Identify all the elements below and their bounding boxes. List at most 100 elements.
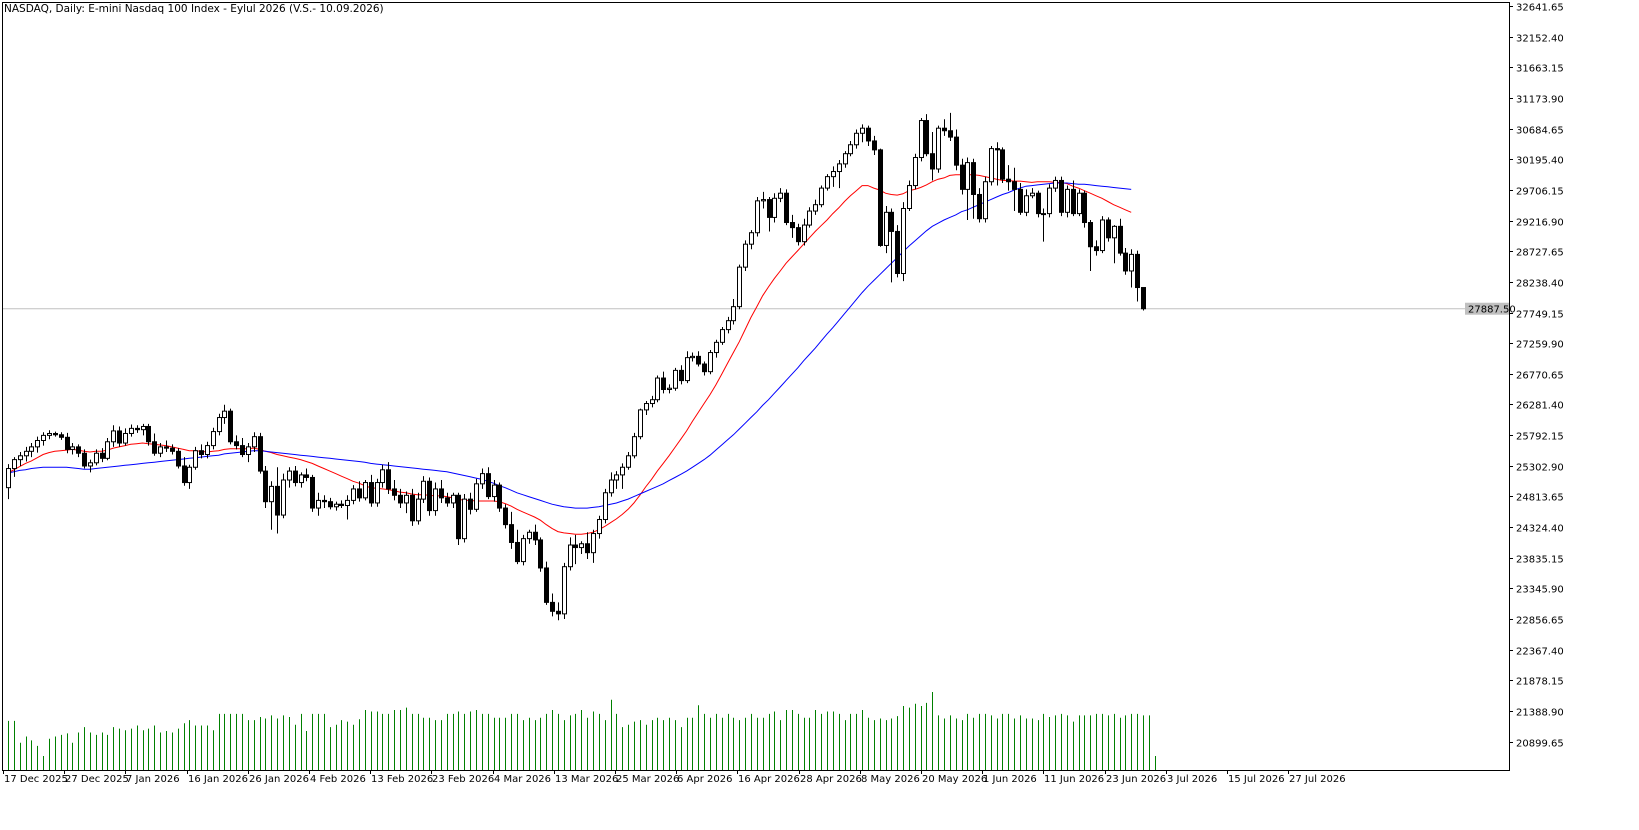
candle-body: [696, 355, 701, 365]
candle: [199, 444, 204, 459]
candle-body: [47, 432, 52, 436]
candle: [1065, 185, 1070, 218]
candle-body: [1000, 149, 1005, 180]
candle-body: [1041, 213, 1046, 216]
time-axis-label: 7 Jan 2026: [126, 774, 180, 785]
candle-body: [790, 222, 795, 229]
candle: [451, 492, 456, 509]
candle-body: [702, 363, 707, 373]
candle-body: [82, 452, 87, 467]
candle: [421, 476, 426, 503]
candle-body: [398, 494, 403, 504]
price-axis-label: 31663.15: [1516, 64, 1564, 75]
price-axis-label: 32641.65: [1516, 3, 1564, 14]
candle-body: [802, 224, 807, 243]
candle: [328, 497, 333, 510]
candle-body: [550, 601, 555, 612]
candle: [357, 481, 362, 502]
candle-body: [439, 488, 444, 499]
candle-body: [807, 210, 812, 226]
candle: [579, 541, 584, 554]
candle: [293, 465, 298, 487]
candle: [486, 467, 491, 500]
candle-body: [380, 469, 385, 484]
time-axis-label: 15 Jul 2026: [1228, 774, 1285, 785]
candle-body: [848, 144, 853, 155]
candle-body: [1100, 219, 1105, 252]
candle: [632, 432, 637, 459]
candle: [749, 230, 754, 250]
candle-body: [164, 446, 169, 449]
candle-body: [585, 543, 590, 554]
candle-body: [1036, 192, 1041, 215]
candle: [913, 153, 918, 190]
candle-body: [445, 497, 450, 504]
candle-body: [451, 494, 456, 504]
candle-body: [1071, 188, 1076, 215]
price-axis-label: 24324.40: [1516, 524, 1564, 535]
candle: [544, 561, 549, 605]
candle-body: [755, 200, 760, 234]
candle-body: [88, 462, 93, 467]
price-axis-label: 21388.90: [1516, 708, 1564, 719]
candle: [714, 339, 719, 358]
candle: [152, 433, 157, 456]
candle: [141, 423, 146, 436]
candle: [339, 500, 344, 509]
time-axis-label: 11 Jun 2026: [1044, 774, 1104, 785]
candle-body: [965, 162, 970, 190]
candle-body: [1053, 179, 1058, 189]
candle-body: [386, 469, 391, 490]
candle: [761, 191, 766, 209]
candle-body: [644, 403, 649, 411]
candle-body: [655, 377, 660, 401]
candle-body: [720, 329, 725, 343]
time-axis-label: 1 Jun 2026: [983, 774, 1037, 785]
candle-body: [948, 130, 953, 138]
candle: [901, 202, 906, 282]
candle: [176, 448, 181, 469]
candle: [18, 451, 23, 466]
candle: [497, 482, 502, 512]
candle-body: [263, 470, 268, 503]
candle: [1041, 208, 1046, 242]
candle: [819, 185, 824, 208]
candle-body: [222, 410, 227, 419]
time-axis-label: 23 Feb 2026: [432, 774, 494, 785]
candle-body: [369, 482, 374, 504]
candle: [53, 431, 58, 437]
candle-body: [1047, 187, 1052, 215]
candle-body: [954, 136, 959, 166]
price-axis-label: 26770.65: [1516, 371, 1564, 382]
price-axis-label: 31173.90: [1516, 95, 1564, 106]
candle-body: [995, 148, 1000, 151]
candle: [445, 492, 450, 507]
candle: [562, 562, 567, 619]
candle: [164, 440, 169, 452]
candle-body: [310, 476, 315, 509]
candle: [117, 426, 122, 447]
candle-body: [679, 369, 684, 382]
plot-frame: [2, 2, 1510, 771]
candle-body: [275, 485, 280, 516]
candle: [971, 158, 976, 219]
candle: [1053, 176, 1058, 192]
candle-body: [258, 436, 263, 472]
candle: [796, 223, 801, 246]
time-axis-label: 4 Feb 2026: [310, 774, 366, 785]
candle: [462, 494, 467, 543]
candle-body: [334, 503, 339, 508]
candle: [380, 464, 385, 488]
candle: [884, 205, 889, 254]
candle: [995, 142, 1000, 186]
candle-body: [100, 452, 105, 459]
candle: [1129, 249, 1134, 288]
candle-body: [837, 163, 842, 173]
candle: [1100, 216, 1105, 254]
candle: [170, 444, 175, 455]
candle-body: [182, 465, 187, 484]
candle: [82, 449, 87, 469]
candle-body: [960, 164, 965, 190]
